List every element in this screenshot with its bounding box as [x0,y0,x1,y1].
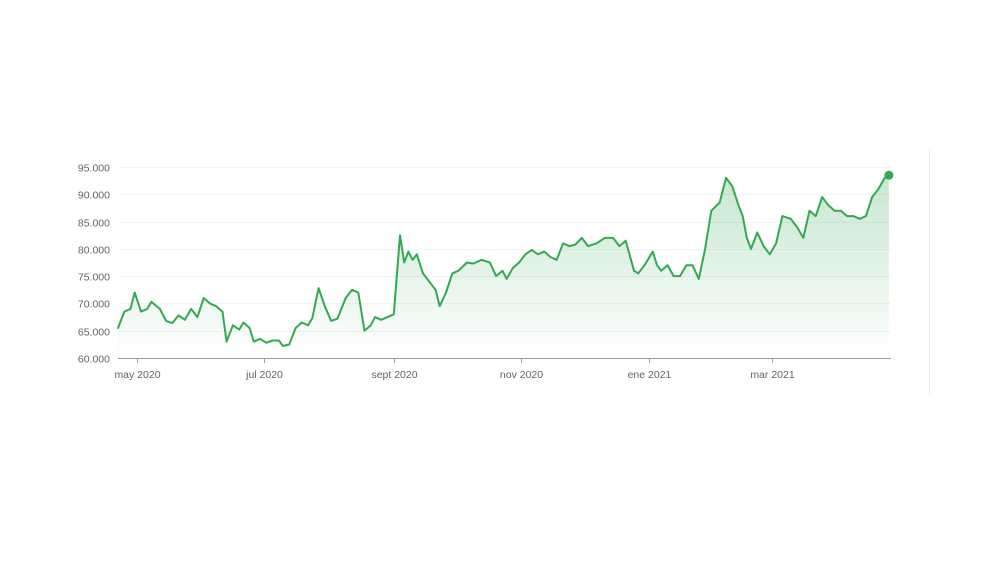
x-axis: may 2020 jul 2020 sept 2020 nov 2020 ene 202… [114,358,891,381]
last-point-marker[interactable] [884,170,894,180]
y-tick-label: 95.000 [78,163,110,175]
series-line [117,174,890,347]
y-tick-label: 90.000 [78,190,110,202]
y-tick-label: 60.000 [78,354,110,366]
y-tick-label: 70.000 [78,299,110,311]
marker-layer [884,170,894,180]
x-tick-label: sept 2020 [371,369,417,381]
y-tick-label: 75.000 [78,272,110,284]
x-tick-label: mar 2021 [750,369,795,381]
x-tick-label: nov 2020 [500,369,543,381]
y-tick-label: 65.000 [78,327,110,339]
y-axis: 60.000 65.000 70.000 75.000 80.000 85.000 90.0… [78,163,110,366]
y-tick-label: 80.000 [78,245,110,257]
y-tick-label: 85.000 [78,218,110,230]
x-tick-label: may 2020 [114,369,160,381]
x-tick-label: jul 2020 [245,369,283,381]
series-area-fill [118,175,889,358]
x-tick-label: ene 2021 [628,369,672,381]
area-layer [117,174,890,358]
